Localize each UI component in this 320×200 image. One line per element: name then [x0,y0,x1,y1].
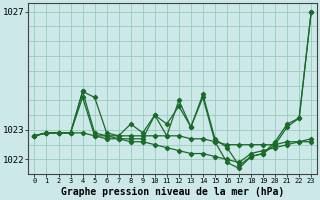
X-axis label: Graphe pression niveau de la mer (hPa): Graphe pression niveau de la mer (hPa) [61,187,284,197]
